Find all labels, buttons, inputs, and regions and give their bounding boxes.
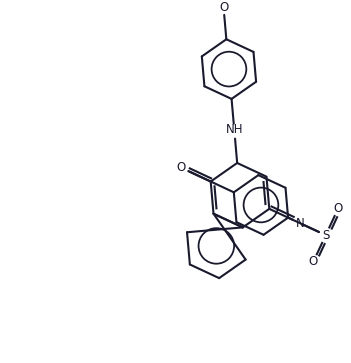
Text: O: O — [333, 202, 343, 215]
Text: O: O — [176, 161, 185, 174]
Text: NH: NH — [225, 123, 243, 136]
Text: N: N — [296, 217, 305, 230]
Text: S: S — [322, 229, 329, 242]
Text: O: O — [219, 1, 228, 14]
Text: O: O — [309, 256, 318, 269]
